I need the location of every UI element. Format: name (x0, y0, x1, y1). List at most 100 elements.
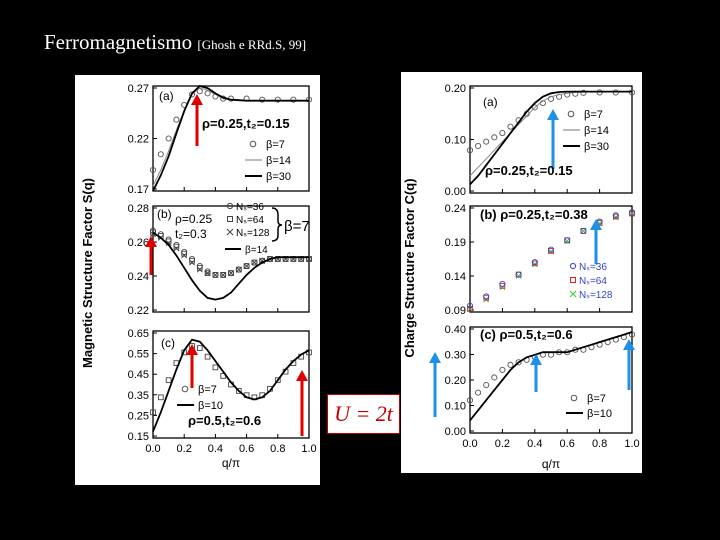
right-b-ns36-point (580, 227, 587, 234)
right-c-beta7-point (491, 374, 498, 381)
left-c-ytick-label: 0.45 (128, 369, 149, 381)
left-b-brace-label: β=7 (284, 218, 310, 235)
left-b-legend-marker (226, 202, 234, 210)
right-b-ns36-point (531, 259, 538, 266)
left-a-beta7-point (259, 96, 266, 103)
right-b-legend-label: Nₛ=36 (579, 262, 607, 273)
right-a-2-legend-label: β=14 (584, 125, 609, 137)
right-c-2-legend-label: β=10 (587, 408, 612, 420)
charge-chart-svg: 0.20 0.10 0.00 (a) β=7 β=14 β=30 ρ=0.25,t₂=0.15… (402, 83, 640, 471)
right-b-title: (b) ρ=0.25,t₂=0.38 (480, 207, 588, 222)
right-a-ytick-label: 0.20 (445, 83, 466, 95)
left-b-ns128-point (189, 259, 195, 266)
left-b-ns128-point (212, 271, 219, 278)
left-ylabel: Magnetic Structure Factor S(q) (80, 178, 95, 368)
right-a-3-legend-label: β=30 (584, 141, 609, 153)
left-c-frame (152, 330, 310, 439)
left-b-ns128-point (150, 231, 156, 238)
right-a-beta30-line (469, 90, 632, 186)
right-c-beta7-point (466, 397, 474, 404)
right-c-beta7-point (475, 389, 482, 396)
right-b-legend-marker (570, 277, 576, 283)
left-c-annotation: ρ=0.5,t₂=0.6 (188, 413, 261, 428)
left-c-1-legend-marker (181, 385, 189, 393)
left-c-title: (c) (161, 336, 175, 350)
right-a-ytick-label: 0.00 (445, 186, 466, 198)
right-b-ns36-point (564, 237, 571, 244)
right-c-beta7-point (499, 366, 506, 373)
left-a-ytick-label: 0.27 (128, 83, 149, 95)
right-c-xtick-label: 0.2 (495, 438, 510, 450)
charge-structure-figure: 0.20 0.10 0.00 (a) β=7 β=14 β=30 ρ=0.25,t₂=0.15… (401, 72, 642, 473)
left-c-beta10-line (152, 338, 310, 432)
left-b-legend-label: β=14 (245, 245, 268, 256)
right-c-beta7-point (628, 331, 636, 338)
title-reference: [Ghosh e RRd.S, 99] (197, 37, 307, 52)
left-c-2-legend-label: β=10 (198, 400, 223, 412)
left-b-legend-label: Nₛ=36 (236, 202, 264, 213)
right-a-beta7-point (531, 104, 538, 111)
right-c-title: (c) ρ=0.5,t₂=0.6 (480, 327, 573, 342)
left-c-beta7-point (235, 388, 242, 394)
left-b-ns64-point (235, 266, 242, 273)
right-b-ytick-label: 0.14 (445, 271, 466, 283)
right-c-blue-arrow-1-head (429, 352, 441, 363)
left-b-legend-label: Nₛ=64 (236, 215, 264, 226)
left-b-legend-marker (227, 216, 233, 222)
left-c-beta7-point (165, 377, 172, 384)
right-c-1-legend-label: β=7 (587, 393, 606, 405)
left-c-1-legend-label: β=7 (198, 384, 217, 396)
right-c-ytick-label: 0.10 (445, 401, 466, 413)
right-b-ytick-label: 0.19 (445, 237, 466, 249)
left-a-ytick-label: 0.17 (128, 184, 149, 196)
right-c-1-legend-marker (570, 394, 578, 402)
left-b-annotation-rho: ρ=0.25 (175, 212, 213, 226)
left-b-ytick-label: 0.22 (128, 305, 149, 317)
right-c-xtick-label: 0.4 (527, 438, 542, 450)
left-a-1-legend-label: β=7 (266, 139, 285, 151)
right-b-ns128-point (629, 210, 635, 217)
right-b-ns128-point (499, 284, 506, 291)
left-a-annotation: ρ=0.25,t₂=0.15 (202, 116, 290, 131)
right-b-ns36-point (612, 212, 619, 219)
right-c-blue-arrow-3-head (623, 339, 635, 350)
right-b-ns128-point (467, 305, 473, 312)
left-c-red-arrow-1-head (186, 344, 198, 355)
left-b-ns128-point (228, 270, 234, 277)
left-a-3-legend-label: β=30 (266, 171, 291, 183)
left-b-ns64-point (220, 272, 227, 278)
left-a-beta7-point (188, 91, 196, 98)
right-a-beta7-point (580, 89, 587, 96)
right-c-beta7-point (507, 361, 514, 368)
left-b-ns64-point (251, 259, 258, 266)
right-b-legend-label: Nₛ=128 (579, 290, 613, 301)
left-c-xtick-label: 0.6 (239, 443, 254, 455)
right-a-1-legend-label: β=7 (584, 109, 603, 121)
left-c-ytick-label: 0.35 (128, 390, 149, 402)
right-b-ns36-point (483, 293, 490, 300)
left-b-ns64-point (204, 270, 211, 276)
left-b-ytick-label: 0.28 (128, 203, 149, 215)
left-b-red-arrow-head (145, 236, 157, 247)
right-c-xtick-label: 0.0 (462, 438, 477, 450)
right-c-xlabel: q/π (542, 457, 560, 471)
left-c-beta7-point (157, 394, 164, 401)
right-b-legend-marker (569, 262, 577, 270)
left-b-ytick-label: 0.24 (128, 271, 149, 283)
right-c-ytick-label: 0.20 (445, 375, 466, 387)
right-c-ytick-label: 0.40 (445, 324, 466, 336)
left-b-ytick-label: 0.26 (128, 237, 149, 249)
left-b-legend-label: Nₛ=128 (236, 228, 270, 239)
right-b-ns36-point (466, 302, 474, 309)
left-b-legend-marker (226, 228, 234, 236)
right-b-ns36-point (515, 271, 522, 278)
right-b-ytick-label: 0.09 (445, 305, 466, 317)
left-b-ns128-point (173, 245, 180, 252)
right-c-ytick-label: 0.00 (445, 426, 466, 438)
left-c-red-arrow-2-head (296, 370, 308, 381)
right-b-ns36-point (499, 280, 506, 287)
right-c-xtick-label: 0.8 (592, 438, 607, 450)
right-a-beta7-point (466, 147, 474, 154)
left-a-beta30-line (152, 84, 309, 192)
right-a-beta7-point (499, 130, 506, 137)
